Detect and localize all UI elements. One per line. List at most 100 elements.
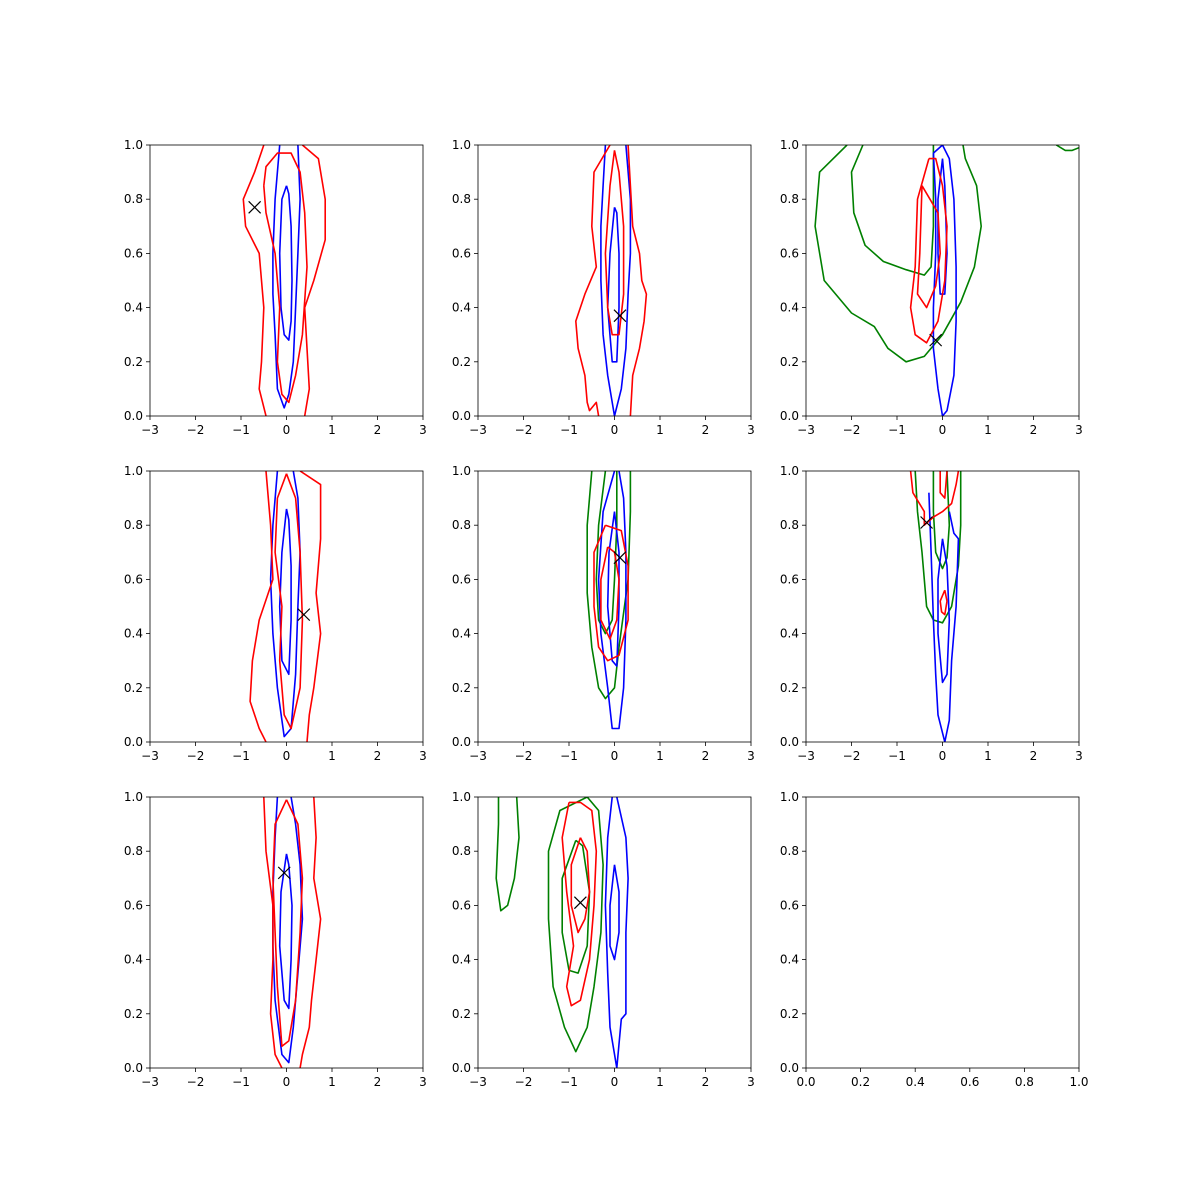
contour-line-red-5 xyxy=(604,150,625,336)
contour-line-green-3 xyxy=(1055,145,1079,152)
contour-line-red-7 xyxy=(916,185,942,309)
y-tick-label: 0.2 xyxy=(452,355,471,369)
x-tick-label: −2 xyxy=(187,423,205,437)
x-tick-label: 1 xyxy=(656,749,664,763)
contour-line-red-5 xyxy=(263,152,308,404)
plot-area xyxy=(814,145,1079,416)
y-tick-label: 0.6 xyxy=(124,246,143,260)
contour-line-blue-5 xyxy=(609,864,620,961)
x-tick-label: 2 xyxy=(1030,749,1038,763)
x-tick-label: 0 xyxy=(611,1075,619,1089)
x-tick-label: −3 xyxy=(469,423,487,437)
x-tick-label: 1 xyxy=(984,423,992,437)
x-tick-label: −2 xyxy=(515,1075,533,1089)
y-tick-label: 0.6 xyxy=(780,898,799,912)
subplot-4: −3 −2 −1 0 1 2 3 0.0 0.2 0.4 0.6 0.8 1.0 xyxy=(124,464,427,763)
contour-line-red-5 xyxy=(909,471,960,527)
x-tick-label: −2 xyxy=(515,423,533,437)
x-tick-label: 1 xyxy=(656,1075,664,1089)
y-tick-label: 0.0 xyxy=(452,735,471,749)
y-tick-label: 0.8 xyxy=(780,192,799,206)
y-tick-label: 0.2 xyxy=(780,681,799,695)
x-tick-label: −2 xyxy=(843,749,861,763)
x-tick-label: −3 xyxy=(797,423,815,437)
y-tick-label: 0.0 xyxy=(124,1061,143,1075)
y-tick-label: 0.2 xyxy=(124,681,143,695)
y-tick-label: 1.0 xyxy=(124,464,143,478)
axes-frame xyxy=(477,144,752,417)
x-tick-label: 1 xyxy=(984,749,992,763)
contour-line-blue-2 xyxy=(278,185,293,341)
x-tick-label: 1.0 xyxy=(1069,1075,1088,1089)
x-marker xyxy=(573,896,587,910)
x-tick-label: 2 xyxy=(374,749,382,763)
y-tick-label: 0.2 xyxy=(452,1007,471,1021)
x-tick-label: −3 xyxy=(141,749,159,763)
y-tick-label: 1.0 xyxy=(452,790,471,804)
x-tick-label: 3 xyxy=(419,749,427,763)
y-tick-label: 0.0 xyxy=(452,409,471,423)
x-tick-label: 2 xyxy=(1030,423,1038,437)
contour-line-red-3 xyxy=(263,797,283,1068)
x-tick-label: 0 xyxy=(611,749,619,763)
contour-line-blue-1 xyxy=(272,145,301,409)
x-marker xyxy=(920,516,933,529)
plot-area xyxy=(574,145,648,416)
contour-line-red-5 xyxy=(274,473,304,730)
x-tick-label: 0.8 xyxy=(1015,1075,1034,1089)
y-tick-label: 0.2 xyxy=(452,681,471,695)
y-tick-label: 0.8 xyxy=(452,192,471,206)
contour-line-green-1 xyxy=(814,145,983,363)
y-tick-label: 0.6 xyxy=(124,572,143,586)
contour-line-blue-2 xyxy=(606,206,620,363)
x-tick-label: 3 xyxy=(1075,423,1083,437)
x-tick-label: −1 xyxy=(888,749,906,763)
contour-line-blue-4 xyxy=(937,538,951,684)
contour-line-green-3 xyxy=(561,839,591,974)
plot-area xyxy=(249,471,322,742)
plot-area xyxy=(495,797,629,1068)
y-tick-label: 0.6 xyxy=(780,572,799,586)
y-tick-label: 0.8 xyxy=(124,192,143,206)
x-tick-label: 0.0 xyxy=(796,1075,815,1089)
x-marker-stroke xyxy=(248,200,262,214)
x-tick-label: 1 xyxy=(328,749,336,763)
y-tick-label: 1.0 xyxy=(124,138,143,152)
contour-line-blue-1 xyxy=(269,471,301,738)
x-tick-label: −1 xyxy=(232,423,250,437)
contour-line-red-7 xyxy=(570,837,591,934)
contour-line-red-4 xyxy=(301,145,327,416)
contour-line-green-2 xyxy=(850,145,935,276)
y-tick-label: 0.4 xyxy=(452,953,471,967)
x-tick-label: 3 xyxy=(747,423,755,437)
x-tick-label: −1 xyxy=(232,749,250,763)
x-tick-label: −1 xyxy=(232,1075,250,1089)
y-tick-label: 1.0 xyxy=(124,790,143,804)
contour-line-green-1 xyxy=(495,797,520,912)
x-tick-label: 1 xyxy=(328,1075,336,1089)
y-tick-label: 0.0 xyxy=(124,409,143,423)
y-tick-label: 0.6 xyxy=(452,246,471,260)
y-tick-label: 1.0 xyxy=(452,464,471,478)
y-tick-label: 0.8 xyxy=(452,844,471,858)
y-tick-label: 0.2 xyxy=(124,1007,143,1021)
x-tick-label: −1 xyxy=(560,1075,578,1089)
x-tick-label: 0.4 xyxy=(906,1075,925,1089)
x-tick-label: 2 xyxy=(702,749,710,763)
x-tick-label: −3 xyxy=(141,423,159,437)
y-tick-label: 0.6 xyxy=(780,246,799,260)
y-tick-label: 0.0 xyxy=(780,1061,799,1075)
contour-line-red-6 xyxy=(909,157,948,344)
contour-line-blue-2 xyxy=(278,508,292,676)
x-marker-stroke xyxy=(920,516,933,529)
x-tick-label: −3 xyxy=(469,1075,487,1089)
y-tick-label: 0.4 xyxy=(780,953,799,967)
contour-line-red-5 xyxy=(593,524,629,662)
x-tick-label: 3 xyxy=(747,1075,755,1089)
contour-line-red-6 xyxy=(561,801,598,1007)
y-tick-label: 0.8 xyxy=(780,844,799,858)
x-tick-label: 3 xyxy=(419,1075,427,1089)
x-tick-label: −3 xyxy=(797,749,815,763)
x-marker-stroke xyxy=(297,608,311,622)
contour-line-red-6 xyxy=(600,546,620,640)
